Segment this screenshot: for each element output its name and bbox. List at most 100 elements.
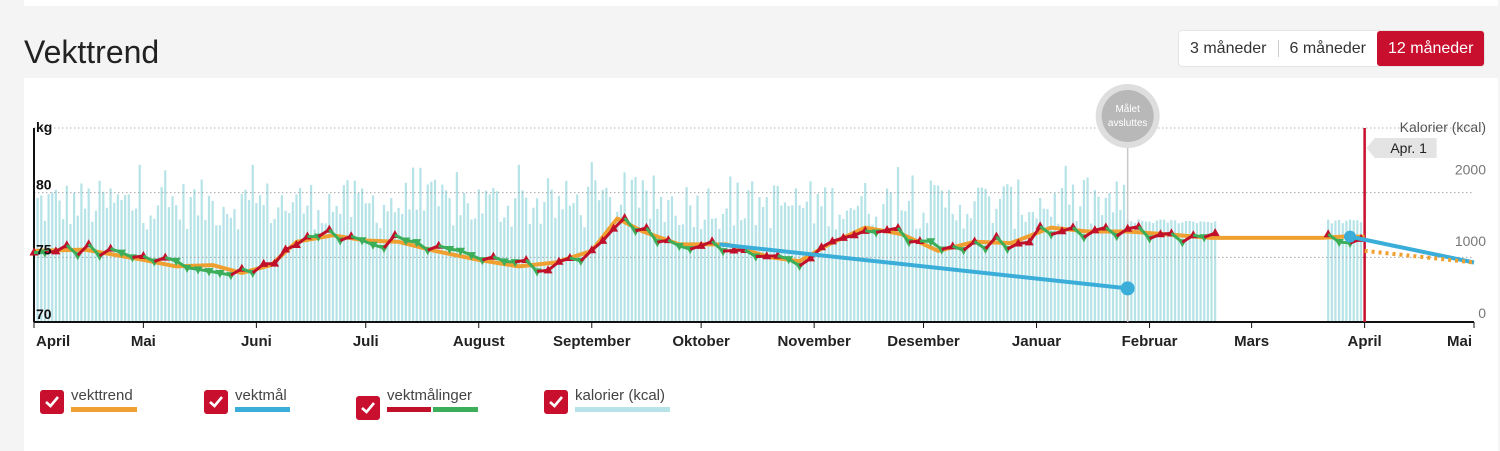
calorie-bar	[700, 229, 703, 322]
chart-card: Målet avsluttes Apr. 1 kg Kalorier (kcal) 70 7…	[24, 78, 1498, 451]
calorie-bar	[1046, 208, 1049, 322]
legend-swatch-kalorier	[575, 407, 670, 412]
calorie-bar	[160, 187, 163, 322]
calorie-bar	[346, 180, 349, 322]
calorie-bar	[1082, 179, 1086, 322]
calorie-bar	[1356, 220, 1359, 322]
calorie-bar	[131, 210, 134, 322]
calorie-bar	[780, 205, 783, 322]
legend-swatch-vekttrend	[71, 407, 137, 412]
calorie-bar	[102, 191, 105, 322]
calorie-bar	[1199, 221, 1202, 322]
calorie-bar	[554, 217, 557, 322]
calorie-bar	[255, 203, 258, 322]
calorie-bar	[382, 204, 386, 322]
calorie-bar	[189, 197, 192, 322]
calorie-bar	[328, 193, 331, 322]
calorie-bar	[1177, 223, 1180, 322]
calorie-bar	[659, 196, 663, 322]
x-tick-label: Juli	[353, 333, 379, 350]
calorie-bar	[721, 213, 725, 322]
calorie-bar	[211, 200, 214, 322]
calorie-bar	[47, 194, 50, 322]
calorie-bar	[809, 181, 812, 322]
range-divider	[1277, 40, 1279, 57]
calorie-bar	[663, 222, 666, 322]
x-tick-label: Desember	[887, 333, 960, 350]
calorie-bar	[182, 184, 185, 322]
calorie-bar	[353, 180, 356, 322]
calorie-bar	[291, 202, 294, 322]
calorie-bar	[1122, 184, 1126, 322]
checkbox-vekttrend[interactable]	[40, 390, 64, 414]
calorie-bar	[918, 228, 921, 322]
calorie-bar	[998, 198, 1002, 322]
calorie-bar	[1137, 219, 1140, 322]
calorie-bar	[1086, 177, 1089, 322]
calorie-bar	[54, 189, 57, 322]
calorie-bar	[765, 197, 768, 322]
x-tick-label: Mai	[1447, 333, 1472, 350]
y-axis-label-right: Kalorier (kcal)	[1400, 119, 1486, 135]
checkbox-kalorier[interactable]	[544, 390, 568, 414]
trend-projection-line	[1364, 248, 1475, 265]
legend-label-kalorier: kalorier (kcal)	[575, 387, 666, 404]
calorie-bar	[1192, 221, 1195, 322]
calorie-bar	[1334, 220, 1337, 322]
calorie-bar	[1009, 186, 1013, 322]
range-3-months-button[interactable]: 3 måneder	[1190, 40, 1267, 57]
calorie-bar	[320, 223, 324, 322]
calorie-bar	[977, 187, 980, 322]
calorie-bar	[459, 215, 462, 322]
calorie-bar	[827, 226, 830, 322]
calorie-bar	[94, 210, 98, 322]
calorie-bar	[149, 215, 152, 322]
checkbox-vektmalinger[interactable]	[356, 396, 380, 420]
calorie-bar	[277, 207, 280, 322]
calorie-bar	[1327, 219, 1330, 322]
calorie-bar	[1148, 221, 1151, 322]
calorie-bar	[958, 204, 962, 322]
calorie-bar	[1152, 222, 1155, 322]
calorie-bar	[484, 190, 488, 322]
calorie-bar	[940, 190, 943, 322]
calorie-bar	[331, 211, 335, 322]
calorie-bar	[397, 207, 400, 322]
y-tick-right: 1000	[1455, 233, 1486, 249]
calorie-bar	[324, 223, 327, 322]
calorie-bar	[871, 224, 874, 322]
calorie-bar	[1184, 221, 1188, 322]
calorie-bar	[317, 210, 320, 322]
calorie-bar	[145, 229, 149, 322]
calorie-bar	[1352, 220, 1355, 322]
calorie-bar	[893, 227, 896, 322]
calorie-bar	[962, 228, 965, 322]
calorie-bar	[452, 225, 455, 322]
calorie-bar	[995, 208, 998, 322]
goal-end-badge	[1101, 90, 1154, 142]
x-tick-label: April	[36, 333, 70, 350]
calorie-bar	[361, 188, 364, 322]
range-6-months-button[interactable]: 6 måneder	[1289, 40, 1367, 57]
calorie-bar	[142, 222, 145, 322]
calorie-bar	[907, 200, 911, 322]
calorie-bar	[565, 180, 568, 322]
calorie-bar	[856, 205, 859, 322]
calorie-bar	[656, 208, 659, 322]
range-12-months-button[interactable]: 12 måneder	[1377, 31, 1485, 66]
calorie-bar	[510, 226, 513, 322]
calorie-bar	[703, 219, 706, 322]
checkbox-vektmal[interactable]	[204, 390, 228, 414]
calorie-bar	[820, 206, 823, 322]
calorie-bar	[838, 214, 841, 322]
calorie-bar	[878, 228, 881, 322]
calorie-bar	[1057, 223, 1060, 322]
calorie-bar	[783, 202, 787, 322]
calorie-bar	[273, 218, 276, 322]
calorie-bar	[51, 192, 54, 322]
y-tick-left: 70	[36, 306, 52, 322]
calorie-bar	[1017, 179, 1020, 322]
calorie-bar	[845, 210, 849, 322]
calorie-bar	[762, 206, 765, 322]
goal-line-current	[1349, 234, 1475, 265]
